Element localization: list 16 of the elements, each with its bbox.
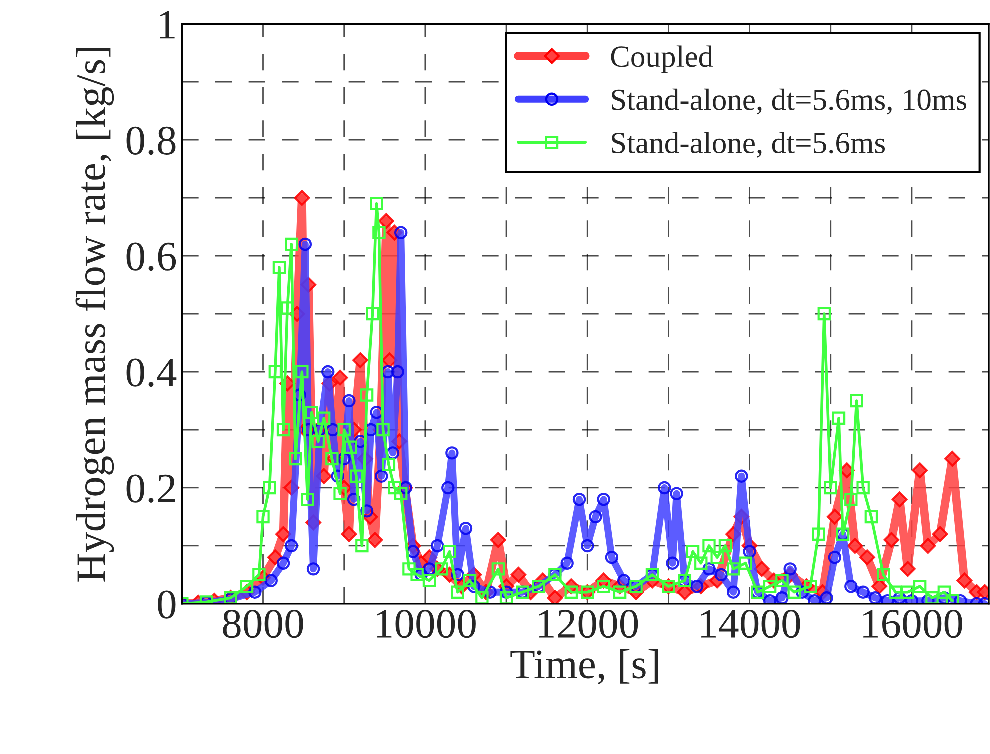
y-tick-label: 0 [158, 590, 176, 619]
legend-label: Stand-alone, dt=5.6ms, 10ms [612, 88, 967, 115]
x-tick-label: 14000 [701, 610, 800, 638]
y-axis-title: Hydrogen mass flow rate, [kg/s] [76, 48, 114, 582]
x-tick-label: 10000 [377, 610, 476, 638]
y-tick-label: 0.4 [126, 358, 177, 388]
x-axis-title: Time, [s] [510, 649, 658, 685]
y-tick-label: 0.8 [126, 126, 176, 156]
x-tick-label: 12000 [539, 610, 638, 638]
y-tick-label: 0.2 [126, 474, 175, 504]
legend-label: Coupled [611, 46, 714, 74]
x-tick-label: 8000 [223, 610, 304, 638]
y-tick-label: 0.6 [126, 242, 176, 272]
legend-label: Stand-alone, dt=5.6ms [612, 132, 886, 158]
y-tick-label: 1 [160, 11, 175, 39]
x-tick-label: 16000 [864, 610, 962, 638]
